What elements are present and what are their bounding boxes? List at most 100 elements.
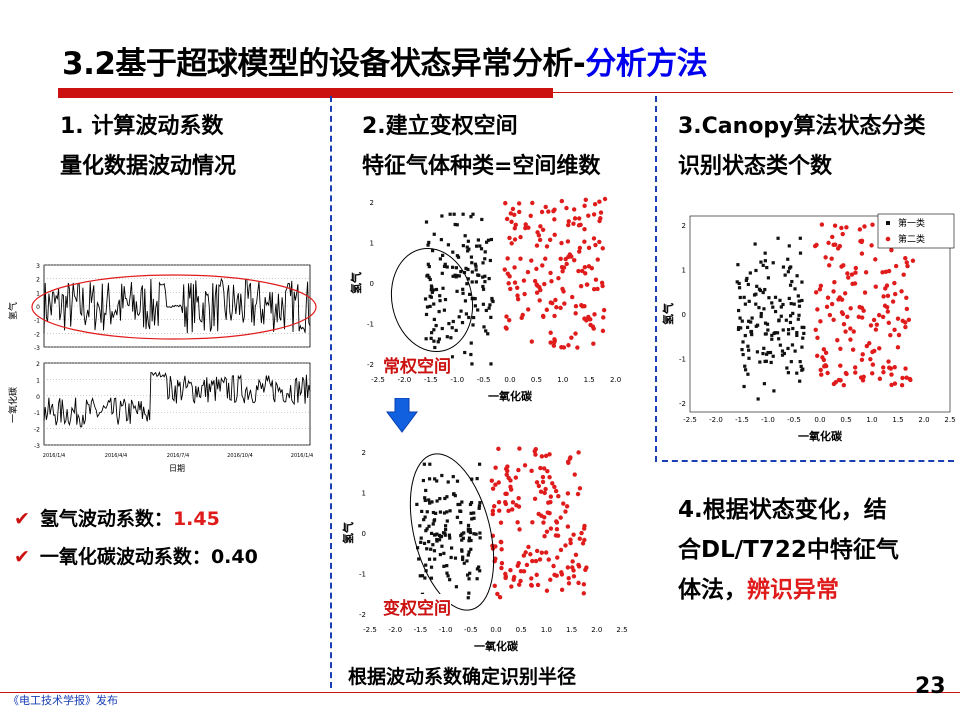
- data-point-cluster2: [548, 330, 553, 335]
- data-point-cluster1: [450, 326, 454, 330]
- column-divider-1: [330, 96, 332, 688]
- data-point-cluster2: [565, 239, 571, 244]
- data-point-cluster2: [565, 459, 571, 464]
- data-point-cluster1: [425, 274, 429, 278]
- data-point-cluster1: [740, 319, 744, 323]
- data-point-cluster2: [541, 520, 546, 525]
- data-point-cluster1: [778, 298, 782, 302]
- x-tick-label: -0.5: [464, 626, 478, 634]
- data-point-cluster2: [877, 346, 882, 351]
- data-point-cluster2: [892, 327, 897, 333]
- data-point-cluster1: [458, 502, 462, 507]
- data-point-cluster1: [754, 268, 758, 273]
- data-point-cluster1: [490, 296, 494, 301]
- checkmark-icon: ✔: [14, 546, 30, 568]
- data-point-cluster1: [443, 496, 447, 501]
- data-point-cluster2: [580, 268, 585, 274]
- data-point-cluster1: [749, 330, 753, 334]
- data-point-cluster2: [530, 558, 535, 564]
- data-point-cluster1: [422, 541, 427, 546]
- data-point-cluster1: [483, 257, 487, 261]
- data-point-cluster1: [434, 287, 439, 292]
- data-point-cluster1: [469, 511, 473, 515]
- x-tick-label: 2016/1/4: [43, 453, 65, 459]
- data-point-cluster2: [843, 329, 848, 334]
- data-point-cluster2: [541, 466, 547, 471]
- data-point-cluster1: [767, 296, 771, 300]
- data-point-cluster1: [797, 313, 801, 317]
- data-point-cluster2: [492, 583, 497, 589]
- data-point-cluster1: [428, 304, 432, 308]
- data-point-cluster2: [901, 272, 906, 277]
- data-point-cluster2: [516, 495, 521, 501]
- data-point-cluster1: [449, 555, 453, 560]
- data-point-cluster2: [583, 197, 588, 203]
- data-point-cluster1: [429, 284, 434, 288]
- x-axis-label: 一氧化碳: [474, 639, 519, 653]
- data-point-cluster2: [840, 231, 845, 237]
- data-point-cluster2: [572, 216, 578, 221]
- data-point-cluster1: [745, 276, 749, 281]
- data-point-cluster2: [852, 365, 858, 370]
- data-point-cluster1: [467, 550, 471, 554]
- data-point-cluster1: [432, 328, 436, 332]
- data-point-cluster1: [800, 345, 804, 349]
- x-tick-label: -1.5: [735, 416, 749, 424]
- data-point-cluster2: [521, 278, 527, 283]
- x-tick-label: 2.0: [610, 376, 621, 384]
- data-point-cluster1: [461, 287, 465, 291]
- data-point-cluster2: [859, 315, 865, 320]
- data-point-cluster2: [858, 375, 864, 380]
- data-point-cluster2: [812, 243, 818, 249]
- y-tick-label: -2: [359, 611, 366, 619]
- data-point-cluster1: [454, 328, 458, 333]
- data-point-cluster1: [763, 259, 767, 263]
- data-point-cluster1: [742, 295, 746, 299]
- column-divider-2: [655, 96, 657, 462]
- data-point-cluster2: [849, 272, 855, 277]
- y-tick-label: 0: [362, 530, 366, 538]
- data-point-cluster1: [426, 262, 430, 266]
- data-point-cluster2: [889, 372, 894, 377]
- data-point-cluster1: [433, 557, 437, 561]
- data-point-cluster1: [748, 271, 752, 275]
- title-underline-bar: [58, 88, 553, 98]
- data-point-cluster2: [545, 469, 550, 474]
- data-point-cluster2: [546, 209, 551, 214]
- data-point-cluster2: [553, 488, 559, 494]
- data-point-cluster1: [736, 308, 741, 313]
- data-point-cluster2: [512, 280, 518, 285]
- data-point-cluster1: [773, 295, 778, 299]
- data-point-cluster1: [434, 511, 438, 515]
- data-point-cluster1: [785, 366, 789, 370]
- data-point-cluster1: [435, 532, 439, 536]
- data-point-cluster1: [431, 249, 435, 253]
- data-point-cluster2: [526, 544, 531, 550]
- data-point-cluster2: [503, 575, 508, 581]
- data-point-cluster2: [813, 327, 818, 333]
- data-point-cluster2: [495, 591, 500, 597]
- y-tick-label: 2: [682, 222, 686, 230]
- identification-circle: [390, 247, 474, 353]
- data-point-cluster1: [446, 243, 451, 247]
- data-point-cluster1: [763, 332, 767, 336]
- data-point-cluster1: [432, 232, 436, 236]
- data-point-cluster2: [904, 306, 910, 312]
- plot-area: [689, 215, 951, 413]
- footer-rule: [0, 692, 960, 693]
- data-point-cluster1: [442, 308, 447, 312]
- data-point-cluster1: [801, 336, 805, 340]
- data-point-cluster1: [427, 275, 431, 279]
- x-tick-label: -2.0: [709, 416, 723, 424]
- data-point-cluster1: [468, 292, 472, 296]
- data-point-cluster1: [450, 355, 454, 359]
- data-point-cluster1: [759, 260, 763, 264]
- data-point-cluster1: [747, 319, 751, 323]
- data-point-cluster1: [475, 577, 479, 581]
- data-point-cluster1: [426, 243, 430, 247]
- data-point-cluster2: [818, 283, 824, 288]
- data-point-cluster1: [481, 302, 485, 306]
- data-point-cluster2: [546, 557, 551, 562]
- data-point-cluster1: [427, 264, 431, 269]
- data-point-cluster1: [754, 292, 758, 296]
